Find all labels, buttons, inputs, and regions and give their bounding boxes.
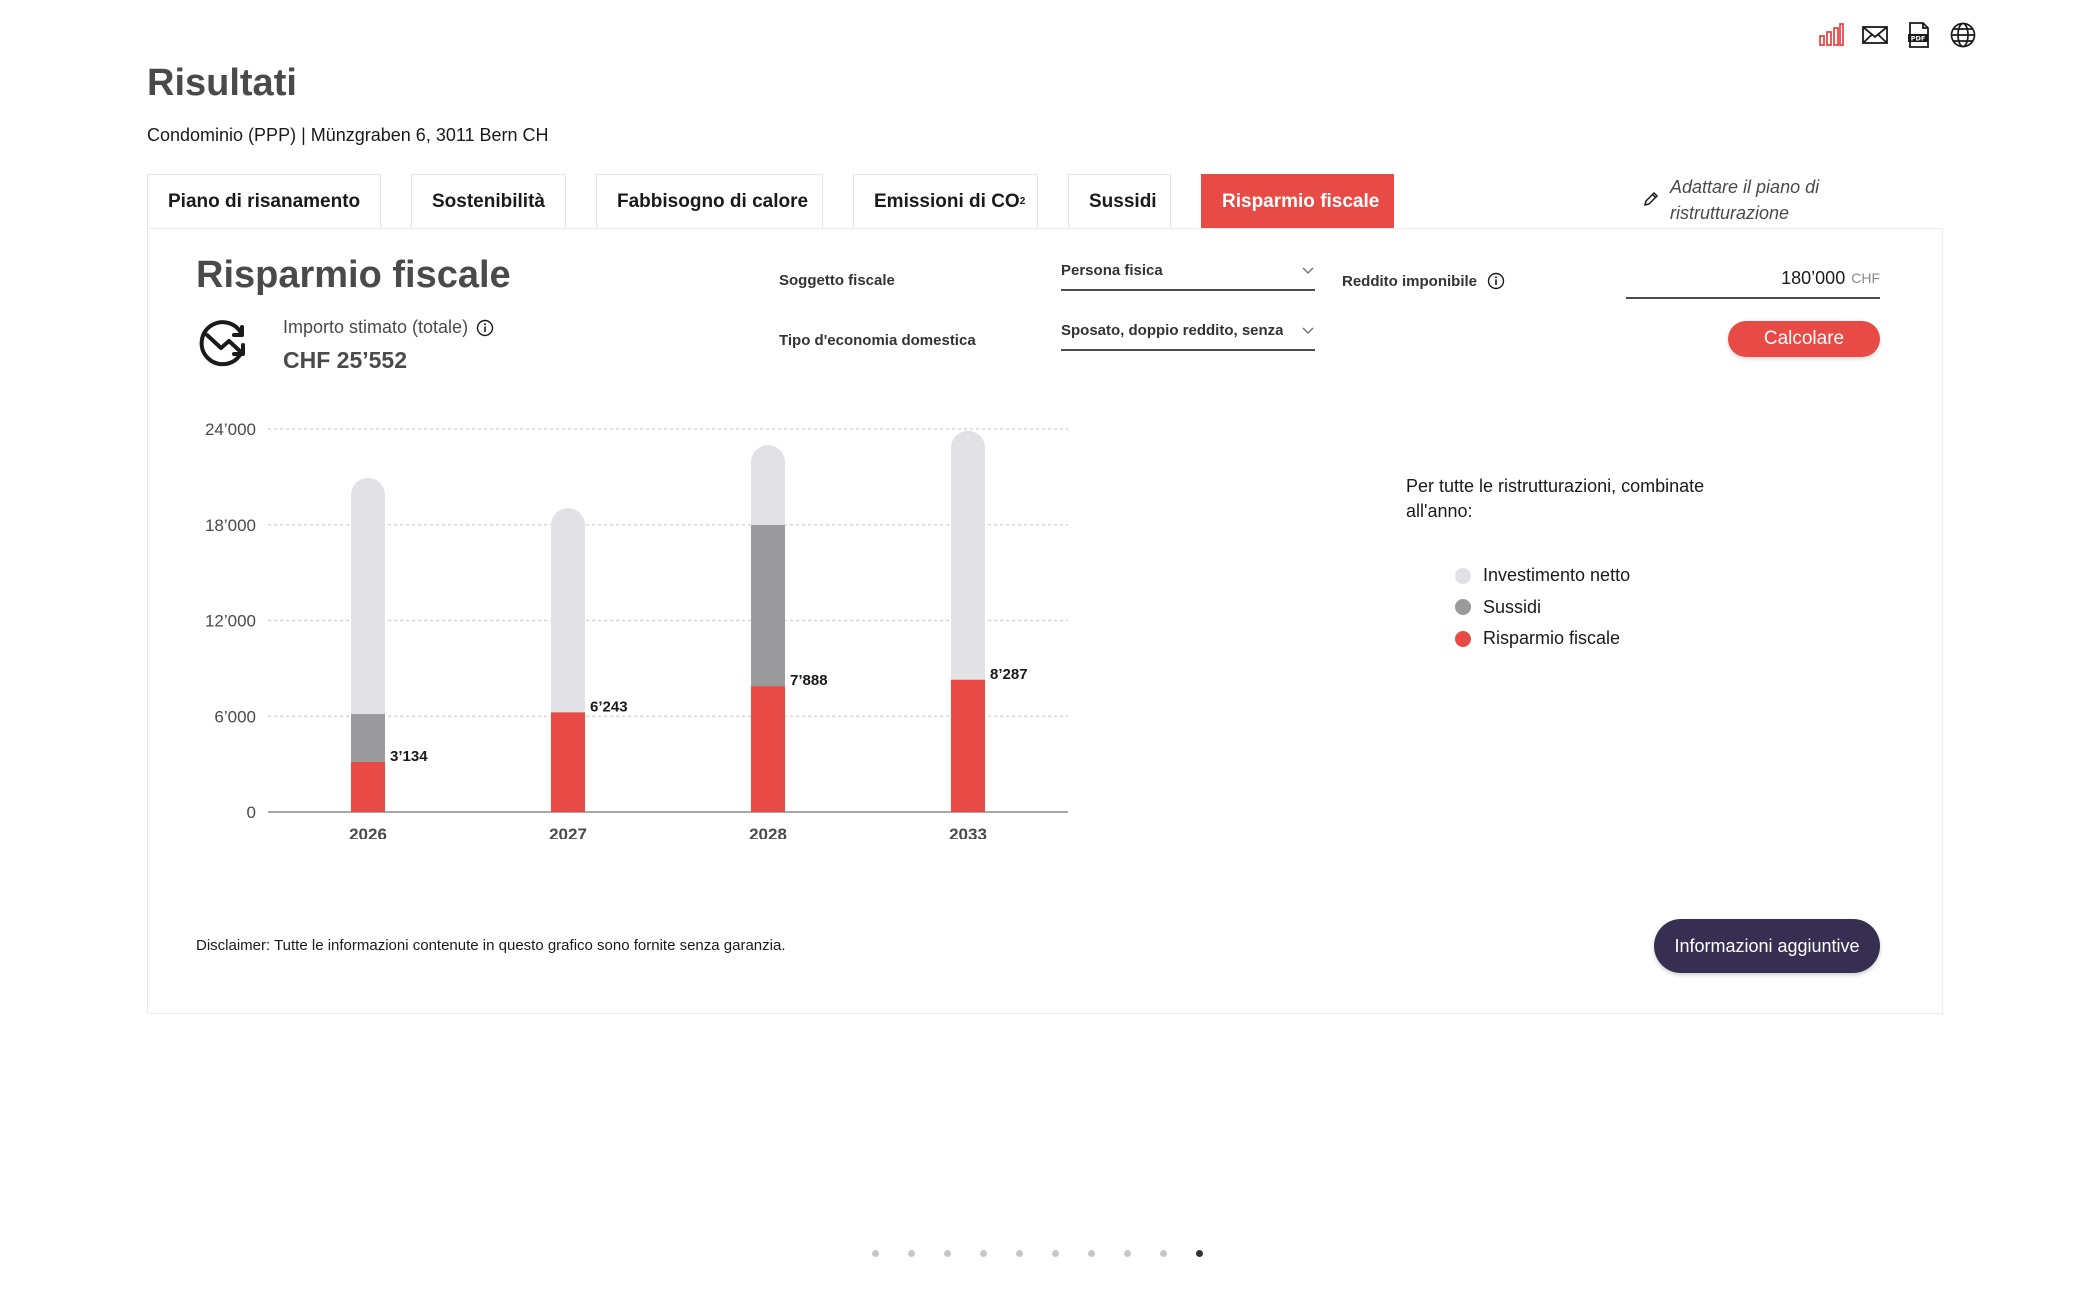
chevron-down-icon [1302,327,1314,335]
tax-subject-select[interactable]: Persona fisica [1061,251,1315,291]
tab-label: Sostenibilità [432,190,545,212]
info-icon[interactable] [476,319,494,337]
tab-sustainability[interactable]: Sostenibilità [411,174,566,228]
tax-savings-panel: Risparmio fiscale Importo stimato (total… [147,228,1943,1014]
x-tick-label: 2027 [549,825,587,839]
data-label: 8’287 [990,666,1028,683]
tab-tax-savings[interactable]: Risparmio fiscale [1201,174,1394,228]
bar-subsidies [751,524,785,687]
household-type-select[interactable]: Sposato, doppio reddito, senza figli [1061,311,1315,351]
y-tick-label: 6’000 [214,707,256,726]
tab-label: Fabbisogno di calore [617,190,809,212]
pager-dot[interactable] [943,1250,951,1257]
pencil-icon [1643,191,1659,207]
legend-item-subsidies: Sussidi [1455,592,1630,624]
bar-tax-savings [951,679,985,812]
household-type-value: Sposato, doppio reddito, senza figli [1061,321,1283,339]
tab-label: Piano di risanamento [168,190,361,212]
trend-down-icon [199,320,245,367]
legend-swatch [1455,567,1471,584]
tab-label-subscript: 2 [1019,196,1026,207]
estimate-label-row: Importo stimato (totale) [283,317,494,338]
pager-dot[interactable] [1051,1250,1059,1257]
tax-subject-label: Soggetto fiscale [779,272,895,289]
x-tick-label: 2026 [349,825,387,839]
legend-swatch [1455,599,1471,616]
pdf-icon[interactable]: PDF [1904,20,1934,50]
tab-label: Risparmio fiscale [1222,190,1380,212]
page-title: Risultati [147,62,297,104]
taxable-income-value: 180’000 [1781,267,1846,288]
section-title: Risparmio fiscale [196,254,511,296]
x-tick-label: 2033 [949,825,987,839]
bar-subsidies [351,714,385,762]
more-info-button[interactable]: Informazioni aggiuntive [1654,919,1880,973]
chevron-down-icon [1302,267,1314,275]
data-label: 3’134 [390,748,428,765]
calculate-button[interactable]: Calcolare [1728,321,1880,357]
tab-subsidies[interactable]: Sussidi [1068,174,1171,228]
legend-item-tax-savings: Risparmio fiscale [1455,623,1630,655]
globe-icon[interactable] [1948,20,1978,50]
top-toolbar: PDF [1816,20,1978,50]
bar-tax-savings [351,761,385,812]
tab-label: Emissioni di CO [874,190,1020,212]
tax-savings-chart: 0 6’000 12’000 18’000 24’000 3’134 2026 6’243 20… [205,420,1068,839]
bar-tax-savings [551,712,585,812]
pager-dot[interactable] [871,1250,879,1257]
pager-dot[interactable] [1195,1250,1203,1257]
taxable-income-input[interactable]: 180’000 CHF [1626,259,1880,299]
estimate-label: Importo stimato (totale) [283,317,469,337]
tab-label: Sussidi [1089,190,1157,212]
pager-dot[interactable] [979,1250,987,1257]
pager-dot[interactable] [1123,1250,1131,1257]
edit-plan-link[interactable]: Adattare il piano di ristrutturazione [1642,174,1862,226]
y-tick-label: 24’000 [205,420,256,439]
pager-dot[interactable] [1087,1250,1095,1257]
disclaimer: Disclaimer: Tutte le informazioni conten… [196,937,786,954]
property-address: Condominio (PPP) | Münzgraben 6, 3011 Be… [147,125,549,145]
svg-text:PDF: PDF [1911,35,1926,43]
data-label: 6’243 [590,698,628,715]
pager-dot[interactable] [907,1250,915,1257]
taxable-income-currency: CHF [1851,270,1880,286]
legend-label: Investimento netto [1483,565,1631,586]
legend-swatch [1455,630,1471,647]
mail-icon[interactable] [1860,20,1890,50]
page-indicator [0,1250,2074,1257]
estimate-value: CHF 25’552 [283,347,408,373]
pager-dot[interactable] [1159,1250,1167,1257]
tab-renovation-plan[interactable]: Piano di risanamento [147,174,381,228]
legend-intro: Per tutte le ristrutturazioni, combinate… [1406,476,1705,521]
tab-heat-demand[interactable]: Fabbisogno di calore [596,174,823,228]
taxable-income-label-row: Reddito imponibile [1342,272,1505,290]
legend-item-net-investment: Investimento netto [1455,560,1630,592]
tab-co2-emissions[interactable]: Emissioni di CO 2 [853,174,1038,228]
chart-legend: Investimento netto Sussidi Risparmio fis… [1455,560,1630,655]
result-tabs: Piano di risanamento Sostenibilità Fabbi… [147,174,1394,228]
bar-tax-savings [751,686,785,812]
data-label: 7’888 [790,672,828,689]
pager-dot[interactable] [1015,1250,1023,1257]
x-tick-label: 2028 [749,825,787,839]
taxable-income-label: Reddito imponibile [1342,272,1477,290]
tax-subject-value: Persona fisica [1061,261,1163,279]
legend-label: Risparmio fiscale [1483,628,1621,649]
y-tick-label: 0 [247,803,256,822]
y-tick-label: 18’000 [205,516,256,535]
info-icon[interactable] [1487,272,1505,290]
legend-label: Sussidi [1483,596,1542,617]
household-type-label: Tipo d'economia domestica [779,332,976,349]
edit-plan-label: Adattare il piano di ristrutturazione [1670,177,1820,223]
bar-chart-icon[interactable] [1816,20,1846,50]
y-tick-label: 12’000 [205,612,256,631]
